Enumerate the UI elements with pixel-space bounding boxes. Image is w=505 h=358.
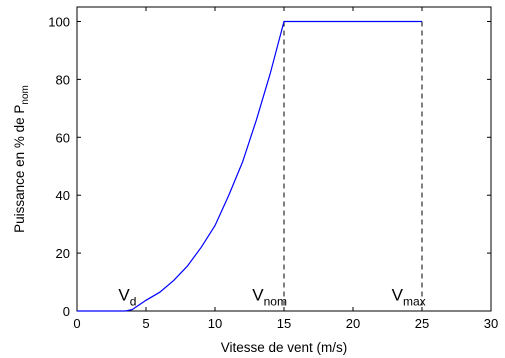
annotation-v-nom: Vnom xyxy=(252,285,287,308)
y-tick-label: 20 xyxy=(56,246,70,261)
x-tick-label: 30 xyxy=(484,316,498,331)
x-tick-label: 5 xyxy=(142,316,149,331)
power-curve-line xyxy=(77,20,422,312)
x-tick-label: 20 xyxy=(346,316,360,331)
x-tick-label: 10 xyxy=(208,316,222,331)
x-axis-label: Vitesse de vent (m/s) xyxy=(221,340,348,355)
x-tick-label: 15 xyxy=(277,316,291,331)
y-tick-label: 0 xyxy=(63,304,70,319)
annotation-v-d: Vd xyxy=(118,285,136,308)
y-tick-label: 40 xyxy=(56,188,70,203)
y-tick-label: 100 xyxy=(48,14,70,29)
x-tick-label: 25 xyxy=(415,316,429,331)
annotation-v-max: Vmax xyxy=(392,285,426,308)
x-tick-label: 0 xyxy=(73,316,80,331)
y-axis-label: Puissance en % de Pnom xyxy=(12,85,31,233)
y-tick-label: 60 xyxy=(56,130,70,145)
y-tick-label: 80 xyxy=(56,72,70,87)
